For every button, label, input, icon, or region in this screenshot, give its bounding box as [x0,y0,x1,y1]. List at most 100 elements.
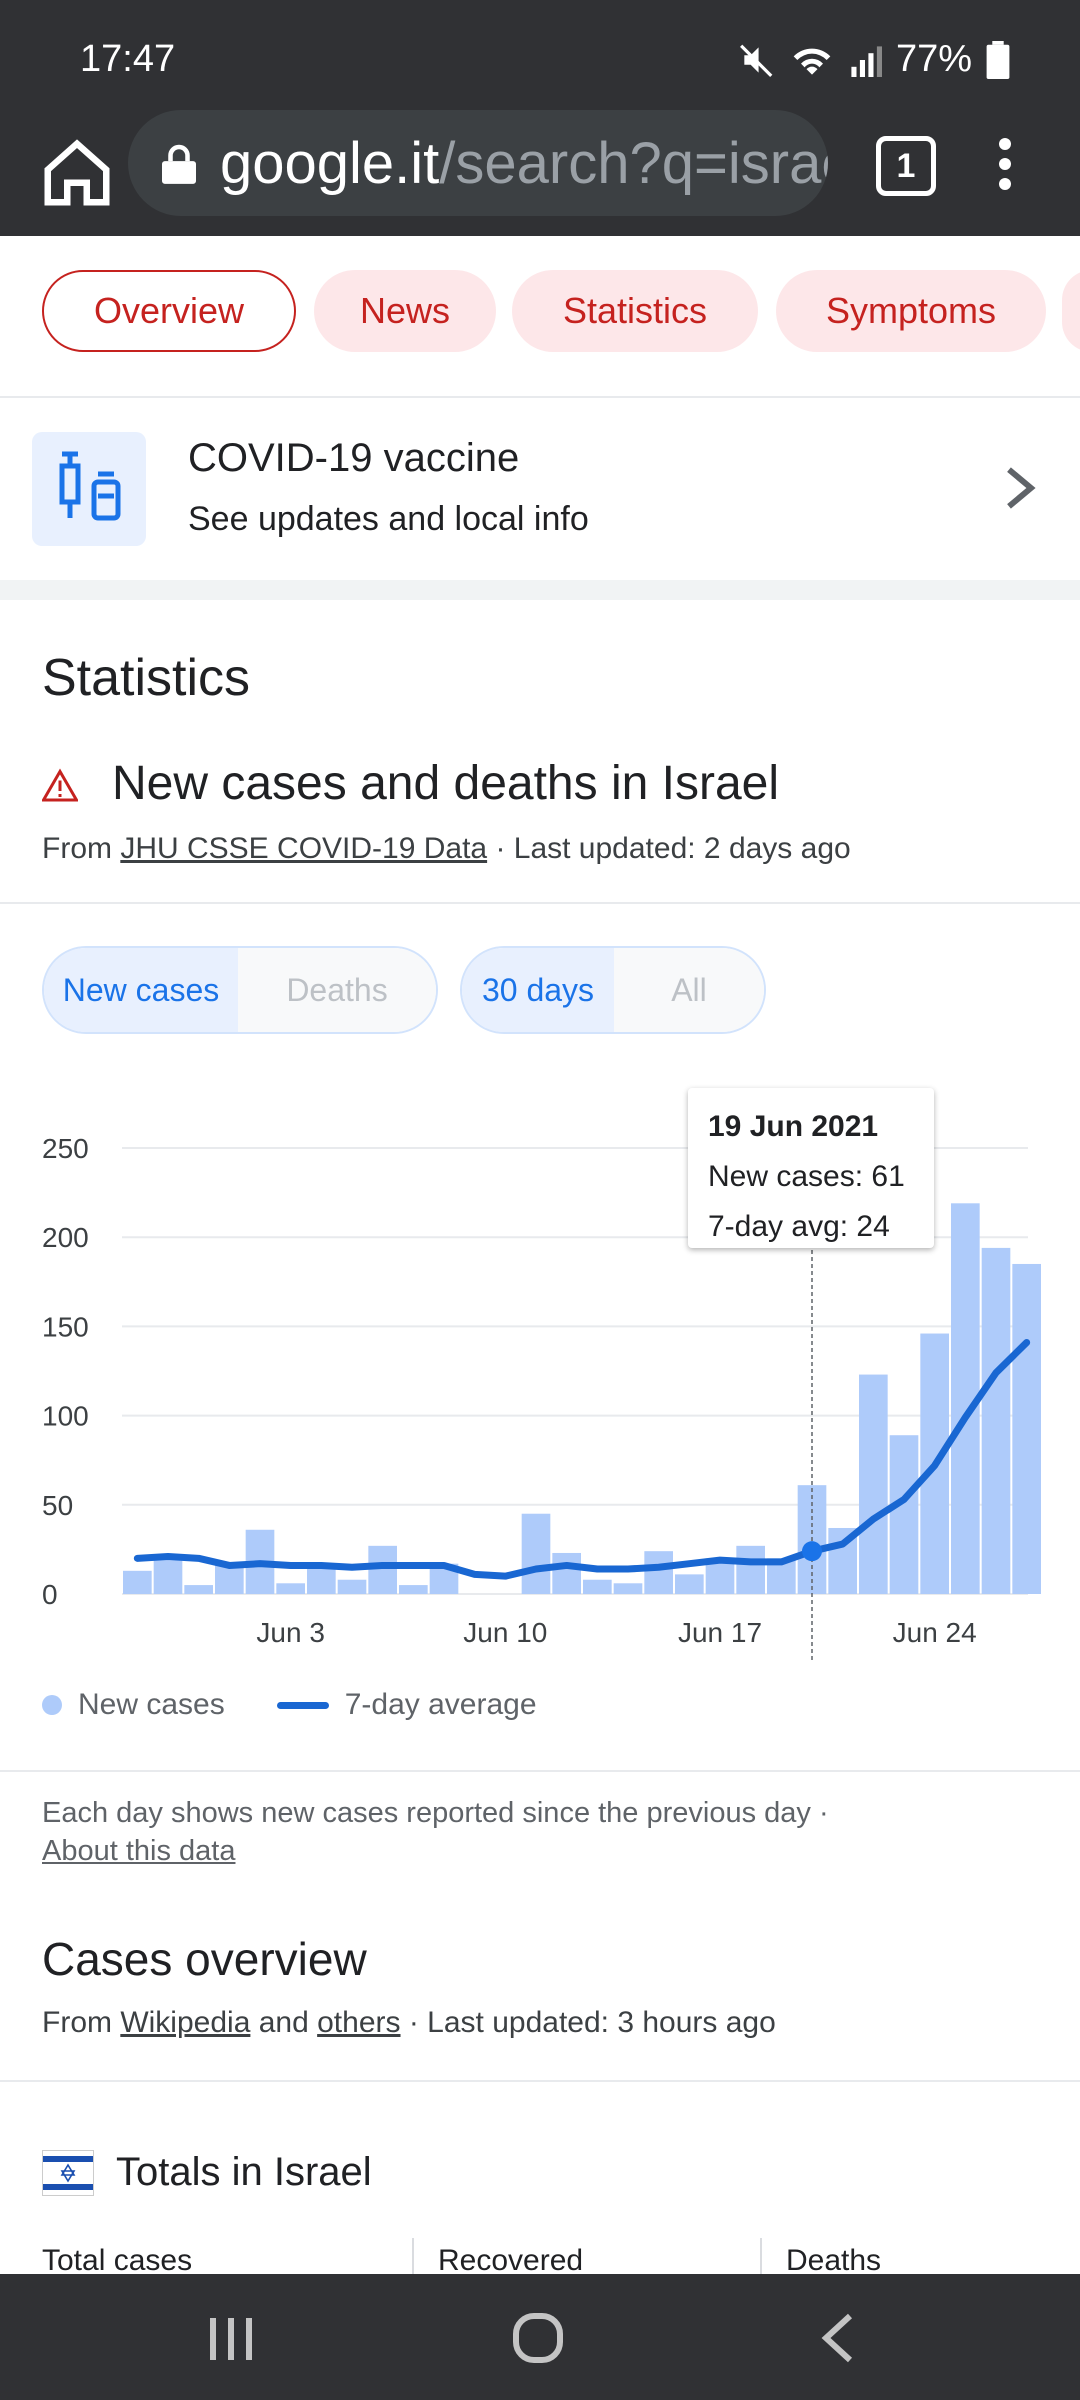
legend-dot-icon [42,1695,62,1715]
legend-line-icon [276,1701,329,1709]
recents-icon[interactable] [206,2314,258,2364]
totals-title: Totals in Israel [116,2150,372,2194]
bar [307,1569,336,1594]
cases-chart[interactable]: 0 50 100 150 200 250 Jun 3 Jun 10 Jun 17 Jun 24 [0,1080,1080,1680]
status-time: 17:47 [80,38,176,80]
col-total-cases: Total cases [42,2244,193,2277]
chip-more[interactable] [1062,270,1080,352]
bar [521,1513,551,1594]
col-deaths: Deaths [786,2244,882,2277]
tooltip-average: 7-day avg: 24 [708,1210,890,1243]
others-link[interactable]: others [317,2006,401,2039]
x-tick-label: Jun 17 [678,1617,762,1648]
divider [0,2080,1080,2082]
y-tick-label: 100 [42,1401,89,1432]
more-menu-icon[interactable] [990,130,1020,210]
bar [276,1583,305,1594]
bar [368,1545,397,1594]
bar [675,1574,704,1594]
legend-average: 7-day average [344,1688,537,1721]
bar [613,1583,643,1594]
bar [184,1585,213,1594]
bar [644,1551,673,1594]
battery-percent: 77% [895,38,972,80]
data-note: Each day shows new cases reported since … [42,1794,1042,1870]
toggle-new-cases[interactable]: New cases [44,948,239,1032]
vaccine-subtitle[interactable]: See updates and local info [188,500,589,538]
vaccine-title[interactable]: COVID-19 vaccine [188,436,520,480]
chip-symptoms[interactable]: Symptoms [776,270,1046,352]
home-nav-icon[interactable] [510,2310,566,2366]
signal-icon [851,45,882,77]
bar [583,1579,612,1594]
cases-title: New cases and deaths in Israel [112,757,780,810]
bar [859,1374,888,1594]
bar [736,1545,765,1594]
wifi-icon [793,48,831,75]
mute-icon [739,44,773,77]
divider [0,396,1080,398]
toggle-deaths[interactable]: Deaths [238,948,436,1032]
about-data-link[interactable]: About this data [42,1835,236,1867]
browser-toolbar: google.it/search?q=israe 1 [0,110,1080,236]
battery-icon [986,40,1010,79]
system-nav-bar [0,2274,1080,2400]
bar [981,1247,1011,1594]
bar [889,1435,919,1594]
bar [123,1570,152,1594]
vaccine-icon[interactable] [32,432,146,546]
statistics-heading: Statistics [42,649,251,707]
column-separator [412,2238,414,2278]
bar [153,1560,183,1594]
warning-icon [42,768,78,802]
y-tick-label: 250 [42,1133,89,1164]
toggle-30-days[interactable]: 30 days [462,948,614,1032]
y-tick-label: 150 [42,1311,89,1342]
overview-updated: · Last updated: 3 hours ago [400,2006,776,2039]
divider [0,1770,1080,1772]
home-icon[interactable] [38,134,116,212]
chip-news[interactable]: News [314,270,496,352]
last-updated: · Last updated: 2 days ago [487,832,851,865]
bar [1012,1263,1041,1594]
url-path: /search?q=israe [439,131,828,196]
average-line [133,1338,1031,1580]
y-tick-label: 0 [42,1579,58,1610]
back-icon[interactable] [818,2312,858,2364]
wikipedia-link[interactable]: Wikipedia [120,2006,251,2039]
url-bar[interactable]: google.it/search?q=israe [128,110,828,216]
bar [399,1585,428,1594]
legend-new-cases: New cases [78,1688,225,1721]
overview-prefix: From [42,2006,121,2039]
divider [0,902,1080,904]
source-line: From JHU CSSE COVID-19 Data · Last updat… [42,832,851,866]
lock-icon [162,144,196,184]
highlight-point [802,1541,822,1562]
chart-legend: New cases 7-day average [42,1688,537,1722]
x-tick-label: Jun 3 [256,1617,325,1648]
note-text: Each day shows new cases reported since … [42,1797,829,1829]
y-tick-label: 50 [42,1490,73,1521]
range-toggle: 30 days All [460,946,766,1034]
x-tick-label: Jun 24 [893,1617,977,1648]
israel-flag-icon [42,2150,94,2196]
source-link[interactable]: JHU CSSE COVID-19 Data [120,832,488,865]
tooltip-cases: New cases: 61 [708,1160,905,1193]
chip-statistics[interactable]: Statistics [512,270,758,352]
status-bar: 17:47 77% [0,0,1080,120]
column-separator [760,2238,762,2278]
overview-source: From Wikipedia and others · Last updated… [42,2006,776,2040]
toggle-all[interactable]: All [613,948,764,1032]
chevron-right-icon[interactable] [1000,466,1040,510]
tab-switcher-button[interactable]: 1 [876,136,936,196]
chip-overview[interactable]: Overview [42,270,296,352]
cases-overview-title: Cases overview [42,1933,367,1985]
section-separator [0,580,1080,600]
status-icons: 77% [738,38,1010,81]
overview-and: and [250,2006,318,2039]
source-prefix: From [42,832,121,865]
tooltip-date: 19 Jun 2021 [708,1110,879,1143]
x-tick-label: Jun 10 [463,1617,547,1648]
bar [337,1579,367,1594]
url-host: google.it [220,131,440,196]
